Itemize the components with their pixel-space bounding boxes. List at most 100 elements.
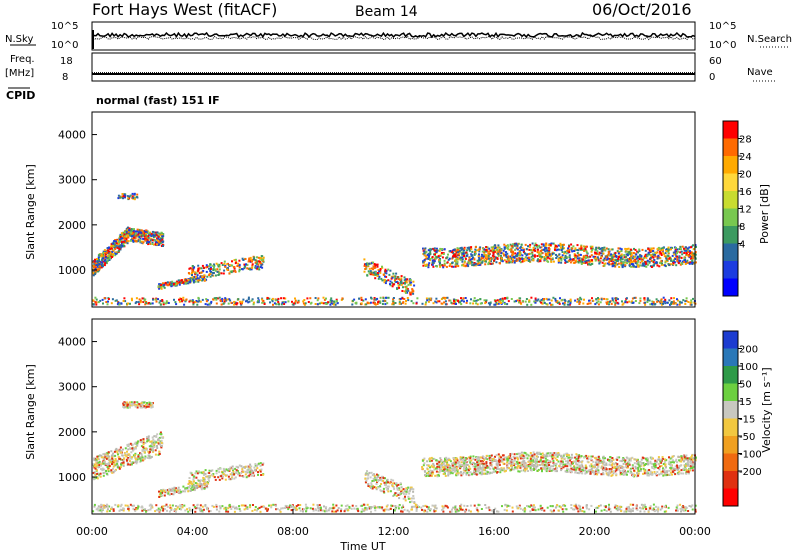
scatter-cell (157, 237, 160, 240)
scatter-cell (224, 297, 227, 300)
scatter-cell (566, 250, 569, 252)
scatter-cell (580, 263, 583, 265)
scatter-cell (460, 299, 463, 302)
scatter-cell (670, 263, 673, 266)
scatter-cell (375, 486, 377, 489)
scatter-cell (538, 244, 540, 247)
scatter-cell (180, 298, 183, 300)
scatter-cell (208, 265, 211, 268)
scatter-cell (601, 261, 604, 264)
scatter-cell (458, 252, 461, 255)
scatter-cell (664, 300, 667, 303)
scatter-cell (147, 438, 150, 441)
scatter-cell (449, 263, 452, 266)
scatter-cell (466, 253, 469, 256)
scatter-cell (667, 257, 670, 260)
scatter-cell (123, 195, 126, 198)
scatter-cell (679, 251, 682, 254)
scatter-cell (195, 487, 198, 490)
scatter-cell (155, 435, 157, 438)
scatter-cell (105, 457, 108, 460)
scatter-cell (92, 303, 95, 306)
scatter-cell (684, 246, 687, 249)
scatter-cell (489, 301, 492, 304)
scatter-cell (378, 270, 381, 273)
scatter-cell (129, 231, 132, 234)
scatter-cell (546, 249, 549, 252)
scatter-cell (314, 303, 317, 305)
scatter-cell (384, 268, 387, 271)
scatter-cell (528, 300, 530, 303)
scatter-cell (607, 250, 610, 253)
scatter-cell (587, 458, 590, 460)
scatter-cell (141, 449, 144, 452)
scatter-cell (109, 460, 112, 463)
scatter-cell (129, 404, 132, 407)
scatter-cell (99, 472, 102, 475)
scatter-cell (410, 486, 413, 489)
scatter-cell (118, 248, 121, 251)
scatter-cell (465, 251, 468, 254)
scatter-cell (159, 432, 162, 435)
scatter-cell (676, 255, 679, 258)
scatter-cell (220, 272, 223, 275)
scatter-cell (92, 463, 94, 466)
scatter-cell (453, 298, 456, 301)
scatter-cell (199, 300, 202, 303)
scatter-cell (255, 464, 258, 467)
scatter-cell (491, 248, 494, 251)
scatter-cell (640, 255, 643, 258)
scatter-cell (534, 298, 537, 301)
scatter-cell (131, 456, 134, 459)
scatter-cell (545, 253, 548, 256)
scatter-cell (366, 274, 369, 277)
scatter-cell (394, 275, 397, 278)
scatter-cell (334, 303, 337, 306)
scatter-cell (387, 485, 389, 488)
scatter-cell (652, 302, 655, 305)
scatter-cell (383, 481, 386, 484)
scatter-cell (125, 238, 128, 241)
scatter-cell (325, 303, 328, 305)
scatter-cell (656, 264, 659, 267)
scatter-cell (536, 255, 539, 257)
scatter-cell (653, 254, 656, 257)
scatter-cell (477, 299, 480, 301)
scatter-cell (571, 247, 574, 250)
scatter-cell (165, 300, 168, 303)
scatter-cell (245, 476, 248, 479)
scatter-cell (521, 258, 524, 260)
scatter-cell (381, 303, 384, 305)
scatter-cell (569, 258, 572, 261)
scatter-cell (106, 463, 109, 466)
scatter-cell (519, 297, 522, 300)
scatter-cell (374, 277, 377, 280)
power-ylabel: Slant Range [km] (24, 164, 37, 260)
scatter-cell (136, 442, 139, 445)
scatter-cell (132, 454, 135, 457)
scatter-cell (169, 282, 172, 285)
scatter-cell (187, 483, 190, 485)
scatter-cell (665, 257, 668, 260)
scatter-cell (203, 483, 206, 486)
scatter-cell (100, 456, 103, 459)
scatter-cell (161, 235, 164, 238)
scatter-cell (102, 462, 105, 465)
scatter-cell (618, 256, 620, 258)
scatter-cell (95, 298, 98, 301)
scatter-cell (158, 490, 160, 493)
scatter-cell (283, 303, 286, 305)
scatter-cell (564, 259, 567, 262)
scatter-cell (113, 461, 116, 463)
scatter-cell (257, 297, 260, 300)
scatter-cell (399, 482, 402, 485)
scatter-cell (514, 259, 517, 262)
scatter-cell (104, 471, 107, 474)
scatter-cell (456, 247, 459, 250)
scatter-cell (403, 490, 406, 493)
scatter-cell (646, 254, 649, 257)
scatter-cell (689, 261, 692, 264)
scatter-cell (277, 300, 280, 303)
scatter-cell (493, 303, 496, 306)
scatter-cell (644, 261, 647, 263)
